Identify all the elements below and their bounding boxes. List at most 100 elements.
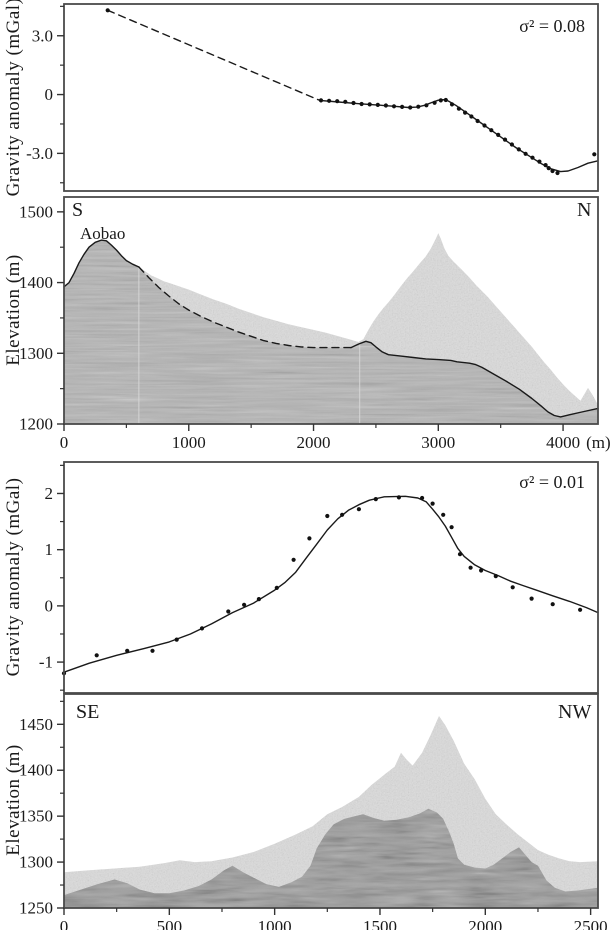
tick-label: 3000 [421, 433, 455, 452]
variance-annotation-top: σ² = 0.08 [519, 16, 585, 36]
basement-outline-solid-north [350, 340, 599, 418]
data-point [335, 99, 340, 104]
data-point [441, 512, 446, 517]
data-point [468, 565, 473, 570]
data-point [416, 104, 421, 109]
data-point [449, 525, 454, 530]
data-point [457, 552, 463, 557]
tick-label: 1300 [19, 344, 53, 363]
data-point [438, 98, 443, 103]
tick-label: 1400 [19, 761, 53, 780]
data-point [482, 123, 487, 128]
corner-label-northwest: NW [558, 701, 592, 723]
data-point [274, 585, 279, 591]
y-axis-title-elevation-top: Elevation (m) [3, 254, 24, 366]
data-point [529, 596, 534, 601]
tick-label: 1300 [19, 853, 53, 872]
y-axis-title-gravity-bottom: Gravity anomaly (mGal) [3, 477, 24, 677]
tick-label: 1350 [19, 807, 53, 826]
basement-outline-dashed [138, 266, 352, 349]
data-point [291, 557, 296, 562]
corner-label-north: N [577, 199, 592, 221]
data-point [359, 101, 364, 107]
data-point [546, 166, 551, 171]
panel-frame [63, 196, 599, 425]
tick-label: -1 [39, 653, 53, 672]
y-axis-title-elevation-bottom: Elevation (m) [3, 744, 24, 856]
tick-label: 500 [157, 917, 183, 930]
tick-label: 2 [45, 484, 54, 503]
data-point [523, 151, 528, 156]
panel-frame [63, 461, 599, 694]
basement-outline-solid-south [63, 239, 140, 288]
data-point [449, 102, 455, 107]
tick-label: 1200 [19, 415, 53, 434]
fitted-curve [63, 495, 599, 673]
data-point [555, 170, 560, 176]
data-point [443, 97, 448, 103]
data-point [340, 512, 345, 517]
tick-label: 4000 [546, 433, 580, 452]
data-point [199, 626, 205, 631]
data-point [530, 155, 535, 160]
data-point [242, 602, 247, 607]
data-point [456, 106, 461, 111]
data-point [373, 497, 378, 502]
data-point [432, 100, 437, 105]
data-point [391, 104, 397, 109]
tick-label: 1500 [363, 917, 397, 930]
panel-elevation-senw: 1450 1400 1350 1300 1250 0 500 1000 1500 2000 2500… [19, 693, 608, 930]
data-point [516, 147, 521, 152]
corner-label-southeast: SE [76, 701, 100, 723]
data-point [94, 653, 99, 658]
panel-frame [63, 693, 599, 909]
data-point [592, 152, 597, 157]
data-point [325, 513, 330, 519]
tick-label: 0 [60, 433, 69, 452]
data-point [420, 495, 425, 501]
tick-label: 1400 [19, 273, 53, 292]
data-point [150, 648, 155, 653]
corner-label-south: S [72, 199, 84, 221]
data-point [343, 99, 348, 104]
data-point [400, 104, 405, 109]
data-point [543, 163, 548, 168]
data-point [550, 168, 555, 174]
panel-frame [63, 3, 599, 192]
tick-label: 0 [45, 596, 54, 615]
basement-body [64, 240, 598, 424]
data-point [408, 105, 413, 110]
data-point [318, 98, 324, 103]
data-point [383, 103, 388, 108]
data-point [351, 100, 356, 106]
data-point [396, 495, 401, 500]
data-point [327, 98, 332, 103]
tick-label: 1250 [19, 899, 53, 918]
data-point [375, 102, 380, 107]
data-point [424, 103, 429, 108]
data-point [356, 507, 361, 512]
data-point [174, 637, 179, 642]
data-point [430, 501, 435, 506]
data-point [125, 648, 130, 653]
data-point [475, 118, 480, 124]
regional-trend [107, 9, 321, 102]
data-point [537, 159, 542, 164]
tick-label: (m) [586, 433, 611, 452]
data-point [496, 132, 501, 137]
data-point [105, 8, 110, 13]
panel-gravity-sn: 3.0 0 -3.0 [26, 3, 599, 192]
peak-label-aobao: Aobao [80, 224, 126, 243]
tick-label: 0 [60, 917, 69, 930]
data-point [578, 607, 583, 612]
data-point [493, 574, 498, 579]
tick-label: 2000 [468, 917, 502, 930]
data-point [479, 568, 484, 573]
data-point [502, 137, 508, 142]
data-point [307, 536, 312, 541]
data-point [367, 102, 372, 107]
y-axis-title-gravity-top: Gravity anomaly (mGal) [3, 0, 24, 197]
data-point [510, 585, 515, 590]
